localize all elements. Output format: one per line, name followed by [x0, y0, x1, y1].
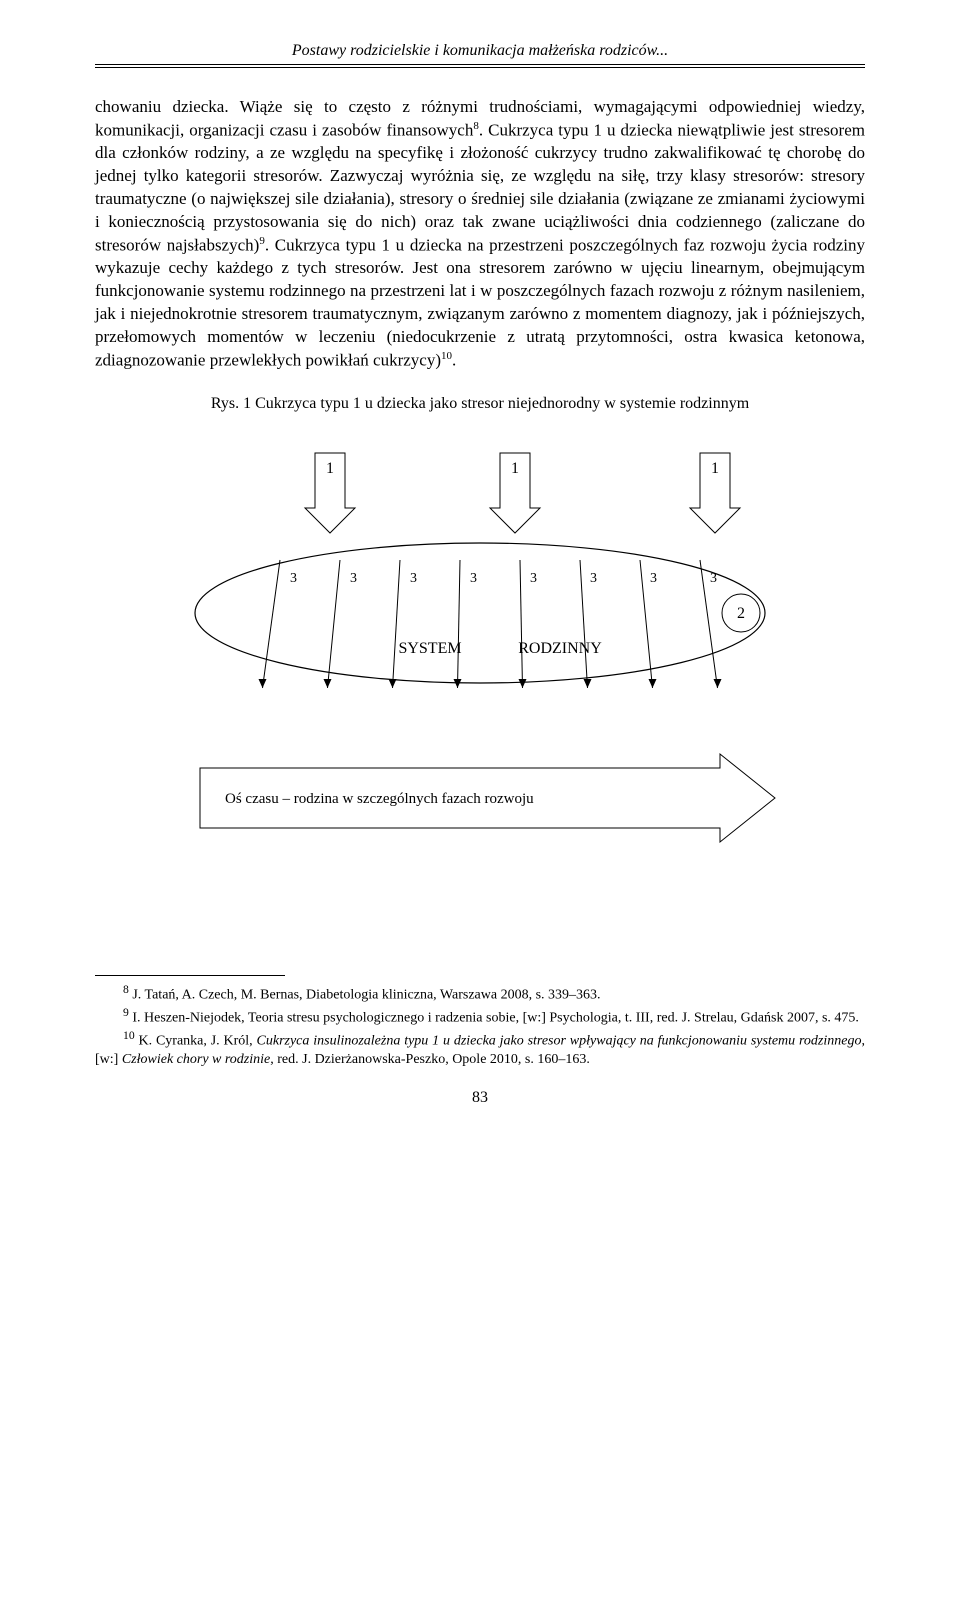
- footnote-9: 9 I. Heszen-Niejodek, Teoria stresu psyc…: [95, 1005, 865, 1028]
- page-number: 83: [95, 1087, 865, 1109]
- header-rule: [95, 64, 865, 68]
- footnote-ref-10: 10: [441, 350, 452, 362]
- body-seg-3: . Cukrzyca typu 1 u dziecka na przestrze…: [95, 236, 865, 370]
- svg-text:3: 3: [470, 571, 477, 586]
- figure-diagram: 1 1 1 3 3 3 3 3 3 3 3 SYSTEM RODZINNY 2 Oś czasu – rod…: [160, 428, 800, 875]
- footnote-text-9: I. Heszen-Niejodek, Teoria stresu psycho…: [129, 1011, 859, 1026]
- svg-text:2: 2: [737, 605, 745, 622]
- running-head: Postawy rodzicielskie i komunikacja małż…: [95, 40, 865, 62]
- svg-text:1: 1: [711, 460, 719, 477]
- footnote-rule: [95, 975, 285, 976]
- svg-text:Oś czasu – rodzina w szczególn: Oś czasu – rodzina w szczególnych fazach…: [225, 791, 534, 807]
- footnotes: 8 J. Tatań, A. Czech, M. Bernas, Diabeto…: [95, 982, 865, 1069]
- body-seg-end: .: [452, 351, 456, 370]
- svg-text:1: 1: [326, 460, 334, 477]
- body-paragraph: chowaniu dziecka. Wiąże się to często z …: [95, 96, 865, 373]
- svg-text:3: 3: [650, 571, 657, 586]
- footnote-text-10c: , red. J. Dzierżanowska-Peszko, Opole 20…: [270, 1052, 590, 1067]
- svg-text:SYSTEM: SYSTEM: [398, 640, 461, 657]
- footnote-text-10a: K. Cyranka, J. Król,: [135, 1034, 257, 1049]
- svg-text:3: 3: [350, 571, 357, 586]
- svg-text:3: 3: [530, 571, 537, 586]
- footnote-10: 10 K. Cyranka, J. Król, Cukrzyca insulin…: [95, 1028, 865, 1069]
- footnote-text-10-ital2: Człowiek chory w rodzinie: [122, 1052, 270, 1067]
- footnote-text-10-ital: Cukrzyca insulinozależna typu 1 u dzieck…: [257, 1034, 862, 1049]
- footnote-mark-10: 10: [123, 1029, 135, 1042]
- figure-caption: Rys. 1 Cukrzyca typu 1 u dziecka jako st…: [95, 393, 865, 415]
- footnote-text-8: J. Tatań, A. Czech, M. Bernas, Diabetolo…: [129, 988, 601, 1003]
- svg-text:3: 3: [710, 571, 717, 586]
- body-seg-2: . Cukrzyca typu 1 u dziecka niewątpliwie…: [95, 120, 865, 254]
- svg-text:3: 3: [590, 571, 597, 586]
- svg-text:1: 1: [511, 460, 519, 477]
- svg-text:3: 3: [410, 571, 417, 586]
- svg-text:3: 3: [290, 571, 297, 586]
- svg-text:RODZINNY: RODZINNY: [518, 640, 602, 657]
- footnote-8: 8 J. Tatań, A. Czech, M. Bernas, Diabeto…: [95, 982, 865, 1005]
